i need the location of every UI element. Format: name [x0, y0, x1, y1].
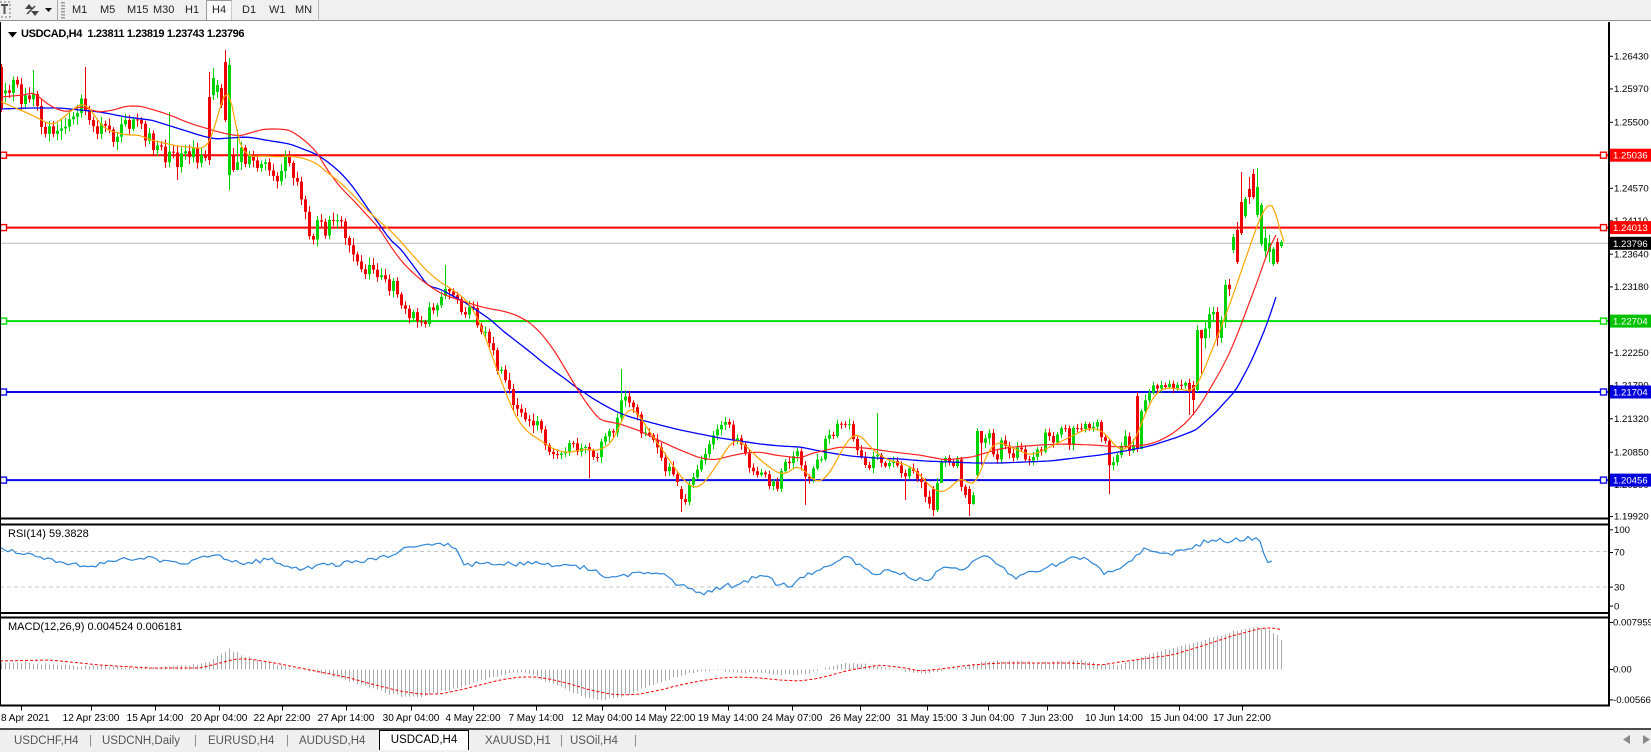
svg-text:0: 0 — [1614, 601, 1619, 612]
svg-text:1.22704: 1.22704 — [1613, 317, 1648, 328]
svg-text:1.24013: 1.24013 — [1613, 223, 1648, 234]
svg-text:4 May 22:00: 4 May 22:00 — [445, 713, 500, 724]
svg-text:10 Jun 14:00: 10 Jun 14:00 — [1085, 713, 1143, 724]
svg-text:24 May 07:00: 24 May 07:00 — [762, 713, 823, 724]
svg-text:14 May 22:00: 14 May 22:00 — [635, 713, 696, 724]
svg-text:70: 70 — [1614, 548, 1625, 559]
svg-text:1.21704: 1.21704 — [1613, 388, 1648, 399]
svg-text:1.22250: 1.22250 — [1614, 348, 1649, 359]
svg-text:12 Apr 23:00: 12 Apr 23:00 — [63, 713, 120, 724]
svg-text:100: 100 — [1614, 525, 1630, 536]
svg-text:15 Apr 14:00: 15 Apr 14:00 — [127, 713, 184, 724]
svg-text:22 Apr 22:00: 22 Apr 22:00 — [254, 713, 311, 724]
svg-text:12 May 04:00: 12 May 04:00 — [572, 713, 633, 724]
svg-text:7 Jun 23:00: 7 Jun 23:00 — [1021, 713, 1074, 724]
svg-text:1.23640: 1.23640 — [1614, 249, 1649, 260]
svg-text:1.23796: 1.23796 — [1613, 239, 1648, 250]
svg-text:1.21320: 1.21320 — [1614, 414, 1649, 425]
svg-text:1.23180: 1.23180 — [1614, 282, 1649, 293]
svg-text:1.24570: 1.24570 — [1614, 184, 1649, 195]
svg-text:7 May 14:00: 7 May 14:00 — [508, 713, 563, 724]
svg-text:1.20850: 1.20850 — [1614, 447, 1649, 458]
svg-text:1.25970: 1.25970 — [1614, 84, 1649, 95]
svg-text:-0.005663: -0.005663 — [1613, 695, 1651, 706]
svg-text:20 Apr 04:00: 20 Apr 04:00 — [191, 713, 248, 724]
svg-text:1.25500: 1.25500 — [1614, 118, 1649, 129]
svg-text:1.20456: 1.20456 — [1613, 476, 1648, 487]
svg-text:1.19920: 1.19920 — [1614, 512, 1649, 523]
svg-text:8 Apr 2021: 8 Apr 2021 — [1, 713, 50, 724]
svg-text:1.26430: 1.26430 — [1614, 52, 1649, 63]
svg-text:31 May 15:00: 31 May 15:00 — [897, 713, 958, 724]
svg-text:15 Jun 04:00: 15 Jun 04:00 — [1150, 713, 1208, 724]
svg-text:30: 30 — [1614, 582, 1625, 593]
svg-text:3 Jun 04:00: 3 Jun 04:00 — [962, 713, 1015, 724]
svg-text:0.007959: 0.007959 — [1613, 618, 1651, 629]
svg-text:19 May 14:00: 19 May 14:00 — [698, 713, 759, 724]
svg-text:26 May 22:00: 26 May 22:00 — [830, 713, 891, 724]
svg-text:1.25036: 1.25036 — [1613, 151, 1648, 162]
svg-text:30 Apr 04:00: 30 Apr 04:00 — [383, 713, 440, 724]
svg-text:27 Apr 14:00: 27 Apr 14:00 — [318, 713, 375, 724]
svg-text:0.00: 0.00 — [1613, 665, 1632, 676]
svg-text:17 Jun 22:00: 17 Jun 22:00 — [1213, 713, 1271, 724]
